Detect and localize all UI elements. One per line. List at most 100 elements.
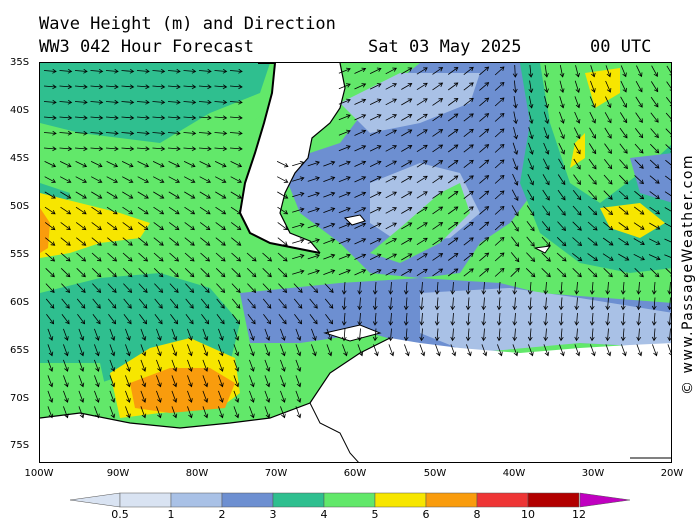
wave-arrow: [620, 96, 627, 108]
wave-arrow-head: [299, 207, 305, 213]
wave-arrow-head: [389, 351, 395, 357]
wave-arrow: [559, 111, 564, 124]
wave-arrow-head: [145, 84, 150, 90]
wave-arrow-head: [575, 72, 580, 78]
wave-arrow-head: [341, 290, 347, 295]
wave-arrow-head: [313, 319, 318, 325]
wave-arrow-head: [423, 160, 428, 165]
wave-arrow-head: [267, 272, 272, 278]
wave-arrow: [152, 85, 165, 88]
wave-arrow: [338, 192, 351, 198]
wave-arrow-head: [113, 178, 118, 183]
wave-arrow-head: [392, 176, 397, 181]
wave-arrow-head: [667, 336, 671, 342]
wave-arrow-head: [80, 319, 86, 325]
wave-arrow: [90, 116, 103, 119]
wave-arrow-head: [392, 207, 397, 212]
wave-arrow: [45, 252, 55, 262]
wave-arrow: [514, 64, 516, 78]
wave-arrow: [187, 375, 192, 387]
wave-arrow-head: [654, 148, 660, 154]
wave-arrow: [277, 206, 288, 215]
wave-arrow: [47, 390, 53, 403]
wave-arrow-head: [407, 145, 413, 150]
wave-arrow: [200, 268, 210, 277]
wave-arrow: [649, 222, 660, 230]
wave-arrow-head: [361, 253, 367, 259]
wave-arrow: [44, 191, 56, 199]
wave-arrow: [605, 65, 611, 77]
wave-arrow: [607, 328, 609, 341]
lat-label: 75S: [10, 440, 30, 451]
wave-arrow: [262, 252, 272, 262]
wave-arrow: [63, 390, 68, 403]
wave-arrow: [589, 111, 596, 124]
wave-arrow-head: [376, 145, 382, 150]
wave-arrow-head: [574, 290, 580, 295]
wave-arrow-head: [592, 180, 597, 185]
wave-arrow-head: [496, 321, 502, 326]
wave-arrow: [169, 237, 179, 246]
wave-arrow: [231, 283, 241, 293]
wave-arrow: [216, 313, 225, 325]
wave-arrow-head: [527, 336, 533, 342]
wave-arrow: [78, 328, 84, 341]
wave-arrow: [326, 328, 332, 341]
wave-arrow: [74, 147, 88, 150]
wave-arrow: [43, 147, 57, 150]
wave-arrow: [416, 160, 428, 168]
wave-arrow-head: [267, 288, 272, 293]
color-legend-bar: [69, 492, 631, 508]
wave-arrow-head: [158, 257, 164, 262]
wave-arrow: [369, 68, 382, 74]
wave-arrow-head: [296, 382, 302, 388]
wave-arrow-head: [496, 305, 502, 311]
wave-arrow: [293, 283, 303, 293]
wave-arrow: [401, 83, 412, 90]
wave-arrow: [622, 281, 625, 295]
wave-arrow: [123, 283, 132, 293]
wave-arrow: [280, 406, 285, 418]
wave-arrow-head: [589, 321, 595, 326]
wave-arrow-head: [142, 319, 148, 325]
wave-arrow: [293, 298, 303, 309]
wave-arrow: [156, 406, 161, 418]
wave-arrow-head: [512, 305, 518, 311]
wave-arrow: [560, 312, 563, 326]
wave-arrow-head: [622, 72, 627, 78]
wave-arrow: [278, 298, 287, 309]
wave-arrow: [170, 313, 178, 325]
wave-arrow: [168, 191, 180, 199]
wave-arrow: [169, 268, 179, 277]
wave-arrow: [138, 268, 148, 277]
wave-arrow-head: [173, 304, 179, 309]
wave-arrow: [529, 281, 532, 295]
wave-arrow-head: [544, 103, 549, 109]
wave-arrow-head: [607, 164, 613, 170]
wave-arrow: [338, 223, 351, 229]
wave-arrow: [47, 406, 53, 418]
south-america-landmass: [240, 63, 345, 253]
wave-arrow: [556, 268, 567, 277]
wave-arrow: [218, 406, 223, 418]
wave-arrow: [494, 175, 505, 184]
wave-arrow: [137, 176, 149, 183]
wave-arrow-head: [64, 398, 69, 403]
wave-arrow-head: [95, 336, 100, 341]
wave-arrow: [171, 328, 177, 341]
wave-arrow-head: [266, 304, 272, 309]
wave-arrow: [649, 175, 660, 184]
wave-arrow: [510, 268, 520, 277]
lon-label: 80W: [185, 468, 209, 479]
wave-arrow: [605, 344, 611, 356]
wave-arrow: [463, 268, 474, 277]
wave-arrow-head: [83, 68, 88, 74]
wave-arrow: [229, 85, 243, 88]
wave-arrow: [605, 80, 611, 93]
wave-arrow: [416, 222, 428, 230]
wave-arrow: [452, 281, 454, 295]
wave-arrow: [479, 221, 489, 231]
legend-label: 3: [269, 508, 277, 521]
wave-arrow-head: [499, 66, 505, 71]
wave-arrow: [574, 96, 580, 108]
